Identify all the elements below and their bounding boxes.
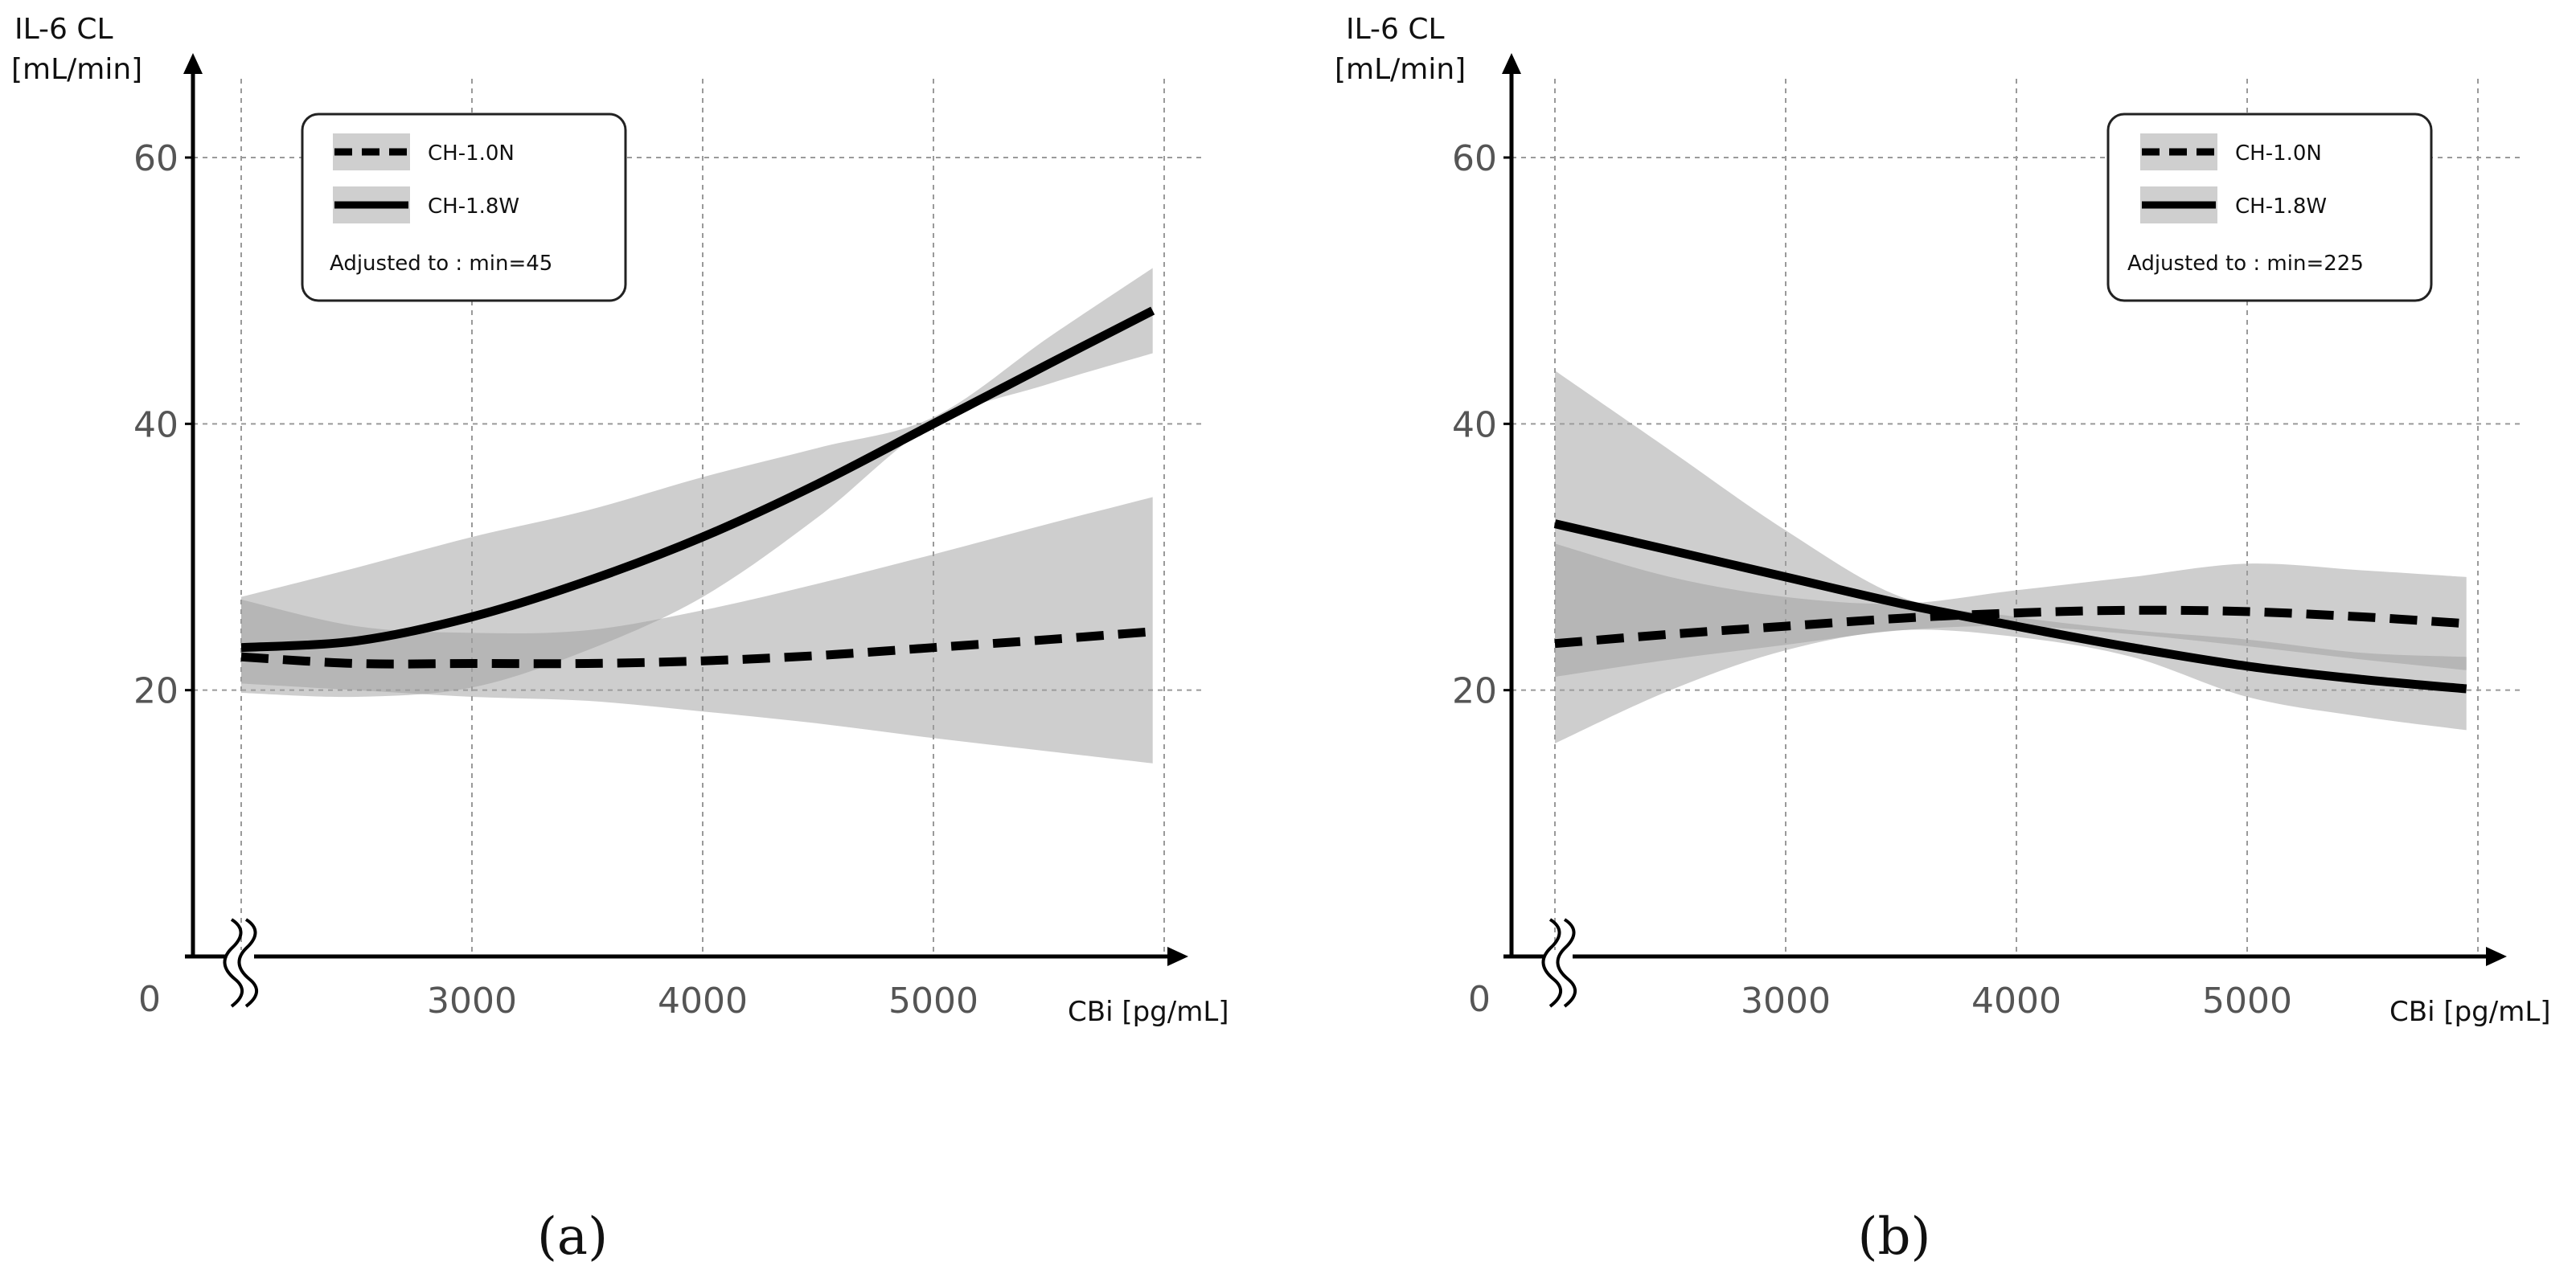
panel-a: 20 40 60 3000 4000 5000 IL-6 CL [mL/min] 0 CB… <box>11 13 1229 1267</box>
panel-b-y-tick-label-60: 60 <box>1452 138 1497 179</box>
panel-a-line-ch-10n <box>240 627 1154 669</box>
panel-a-y-tick-label-40: 40 <box>133 404 178 445</box>
panel-a-y-axis-title-line2: [mL/min] <box>11 53 142 86</box>
panel-b-y-tick-label-20: 20 <box>1452 671 1497 712</box>
panel-a-x-axis-arrow <box>1167 947 1188 966</box>
panel-b-y-axis-title-line2: [mL/min] <box>1335 53 1466 86</box>
panel-a-origin-label: 0 <box>138 979 161 1020</box>
panel-a-axes <box>183 53 1188 1008</box>
panel-b-line-ch-10n <box>1554 605 2467 649</box>
panel-b-line-ch-18w <box>1553 519 2467 694</box>
panel-b-axes <box>1502 53 2507 1008</box>
panel-b-x-tick-label-5000: 5000 <box>2202 981 2292 1022</box>
panel-b-ci-band-ch-18w <box>1555 371 2467 743</box>
panel-a-ci-band-ch-18w <box>241 268 1153 698</box>
panel-b-legend-label-1: CH-1.0N <box>2235 141 2322 166</box>
panel-a-y-tick-label-20: 20 <box>133 671 178 712</box>
panel-b-axis-break-mark-2 <box>1556 918 1577 1008</box>
panel-a-y-axis-arrow <box>183 53 203 74</box>
panel-b-legend: CH-1.0N CH-1.8W Adjusted to : min=225 <box>2106 113 2433 302</box>
panel-b-axis-break-mark-1 <box>1541 918 1562 1008</box>
panel-b-origin-label: 0 <box>1468 979 1491 1020</box>
panel-a-x-axis-title: CBi [pg/mL] <box>1068 996 1229 1028</box>
panel-b-y-axis-arrow <box>1502 53 1521 74</box>
panel-a-legend-note: Adjusted to : min=45 <box>330 252 552 276</box>
panel-b: 20 40 60 3000 4000 5000 IL-6 CL [mL/min] 0 CB… <box>1335 13 2551 1267</box>
panel-b-y-axis-title-line1: IL-6 CL <box>1346 13 1445 46</box>
panel-b-ci-bands <box>1555 371 2467 743</box>
panel-b-legend-note: Adjusted to : min=225 <box>2127 252 2364 276</box>
panel-b-y-tick-label-40: 40 <box>1452 404 1497 445</box>
panel-b-tick-labels: 20 40 60 3000 4000 5000 <box>1452 138 2292 1022</box>
panel-a-legend-label-2: CH-1.8W <box>428 195 519 219</box>
panel-a-series-lines <box>240 306 1155 669</box>
panel-a-ci-bands <box>241 268 1153 764</box>
panel-a-y-tick-label-60: 60 <box>133 138 178 179</box>
panel-a-legend-label-1: CH-1.0N <box>428 141 515 166</box>
panel-a-x-tick-label-5000: 5000 <box>888 981 978 1022</box>
panel-a-x-tick-label-3000: 3000 <box>427 981 517 1022</box>
panel-a-ci-band-ch-10n <box>241 497 1153 764</box>
panel-b-legend-label-2: CH-1.8W <box>2235 195 2327 219</box>
panel-b-series-lines <box>1553 519 2467 694</box>
panel-a-x-tick-label-4000: 4000 <box>658 981 748 1022</box>
panel-a-label: (a) <box>537 1207 608 1267</box>
panel-b-x-axis-title: CBi [pg/mL] <box>2389 996 2551 1028</box>
panel-a-y-axis-title-line1: IL-6 CL <box>14 13 113 46</box>
panel-a-axis-break-mark-2 <box>237 918 258 1008</box>
panel-b-x-tick-label-3000: 3000 <box>1741 981 1831 1022</box>
panel-a-legend: CH-1.0N CH-1.8W Adjusted to : min=45 <box>301 113 627 302</box>
panel-a-tick-labels: 20 40 60 3000 4000 5000 <box>133 138 978 1022</box>
panel-b-x-axis-arrow <box>2486 947 2507 966</box>
panel-b-label: (b) <box>1858 1207 1931 1267</box>
panel-a-line-ch-18w <box>240 306 1155 653</box>
panel-b-x-tick-label-4000: 4000 <box>1971 981 2061 1022</box>
panel-a-axis-break-mark-1 <box>223 918 244 1008</box>
